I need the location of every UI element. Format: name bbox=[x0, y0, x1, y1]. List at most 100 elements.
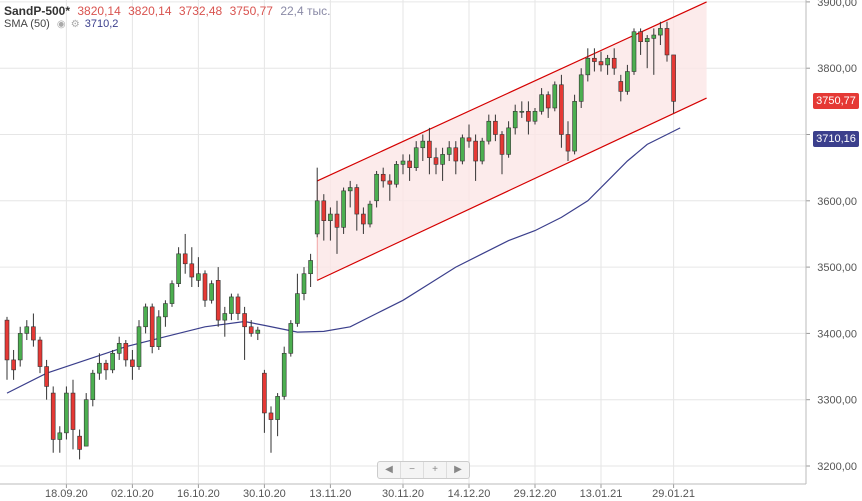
candle-body-up bbox=[328, 213, 333, 221]
candle bbox=[506, 121, 511, 158]
candle bbox=[288, 320, 294, 357]
y-tick-label: 3200,00 bbox=[817, 461, 857, 473]
open-value: 3820,14 bbox=[77, 4, 121, 18]
candle-body-up bbox=[24, 326, 30, 334]
candle-body-down bbox=[671, 54, 676, 102]
x-tick-label: 29.12.20 bbox=[514, 488, 557, 500]
candle bbox=[611, 48, 617, 75]
candle bbox=[222, 306, 228, 337]
x-tick-label: 02.10.20 bbox=[111, 488, 154, 500]
candle bbox=[413, 141, 419, 171]
candle-body-up bbox=[644, 38, 650, 42]
candle-body-up bbox=[651, 34, 657, 39]
symbol-label[interactable]: SandP-500* bbox=[4, 4, 71, 18]
candle-body-down bbox=[453, 147, 459, 162]
candle bbox=[427, 127, 432, 175]
candle bbox=[182, 233, 188, 274]
x-tick-label: 13.01.21 bbox=[580, 488, 623, 500]
candle-body-down bbox=[380, 173, 386, 182]
y-tick-label: 3400,00 bbox=[817, 328, 857, 340]
candle-body-down bbox=[618, 81, 624, 92]
x-tick-label: 30.10.20 bbox=[243, 488, 286, 500]
candle-body-up bbox=[222, 313, 228, 321]
x-tick-label: 16.10.20 bbox=[177, 488, 220, 500]
candle bbox=[301, 267, 307, 301]
candle-body-up bbox=[631, 31, 637, 72]
candle-body-up bbox=[90, 372, 96, 400]
candle-body-up bbox=[64, 392, 69, 434]
gear-icon[interactable]: ⚙ bbox=[70, 19, 80, 30]
candle-body-up bbox=[585, 57, 591, 76]
sma-value: 3710,2 bbox=[84, 18, 119, 30]
candle bbox=[44, 359, 49, 400]
zoom-in-button[interactable]: + bbox=[424, 462, 447, 478]
candle-body-up bbox=[539, 94, 544, 112]
candle-body-up bbox=[519, 110, 525, 113]
candle bbox=[37, 336, 43, 374]
candle bbox=[189, 247, 195, 287]
candle-body-up bbox=[83, 399, 89, 447]
candle bbox=[64, 386, 69, 440]
candle-body-down bbox=[248, 326, 254, 334]
candle bbox=[229, 293, 234, 321]
candle bbox=[644, 35, 650, 69]
candle-body-down bbox=[611, 57, 617, 69]
candle bbox=[578, 68, 584, 108]
y-tick-label: 3900,00 bbox=[817, 0, 857, 9]
candle bbox=[479, 137, 485, 165]
candle bbox=[314, 167, 320, 238]
candle bbox=[50, 386, 56, 453]
candle-body-up bbox=[110, 352, 115, 371]
candle-body-down bbox=[354, 187, 360, 215]
candle bbox=[116, 336, 122, 360]
y-tick-label: 3800,00 bbox=[817, 63, 857, 75]
candle-body-down bbox=[37, 339, 43, 367]
candle bbox=[671, 54, 676, 114]
sma-label[interactable]: SMA (50) bbox=[4, 18, 50, 30]
candle bbox=[473, 134, 478, 181]
candle-body-up bbox=[17, 333, 23, 361]
candle-body-up bbox=[163, 303, 168, 318]
candle bbox=[77, 429, 82, 460]
zoom-out-button[interactable]: − bbox=[401, 462, 424, 478]
candle-body-down bbox=[31, 326, 36, 341]
x-tick-label: 29.01.21 bbox=[652, 488, 695, 500]
candle bbox=[552, 81, 558, 112]
candle bbox=[24, 320, 30, 341]
candle-body-up bbox=[460, 137, 465, 162]
eye-icon[interactable]: ◉ bbox=[56, 19, 66, 30]
volume-value: 22,4 тыс. bbox=[280, 4, 331, 18]
candle-body-up bbox=[229, 296, 234, 314]
candle-body-up bbox=[341, 190, 346, 228]
candle bbox=[453, 141, 459, 175]
candle-body-down bbox=[50, 392, 56, 440]
candle-body-down bbox=[499, 134, 505, 155]
candle-body-down bbox=[189, 263, 195, 278]
candle-body-up bbox=[625, 71, 630, 92]
candle-body-up bbox=[288, 323, 294, 354]
candle-body-up bbox=[116, 343, 122, 354]
candle bbox=[295, 273, 300, 327]
candle-body-up bbox=[512, 110, 518, 129]
candle bbox=[499, 131, 505, 175]
candle-body-up bbox=[658, 28, 663, 36]
candle bbox=[631, 28, 637, 75]
candle bbox=[103, 359, 109, 380]
candle-body-up bbox=[367, 203, 373, 225]
candle-body-down bbox=[545, 94, 551, 109]
candle bbox=[407, 154, 412, 181]
x-tick-label: 18.09.20 bbox=[45, 488, 88, 500]
candle bbox=[11, 349, 16, 380]
scroll-right-button[interactable]: ▶ bbox=[454, 464, 462, 475]
scroll-left-button[interactable]: ◀ bbox=[378, 462, 401, 478]
candle bbox=[539, 88, 544, 115]
candle-body-up bbox=[209, 283, 214, 301]
candle bbox=[420, 134, 426, 162]
candle bbox=[57, 426, 63, 453]
candle bbox=[209, 280, 214, 304]
candle bbox=[466, 124, 472, 148]
candle-body-up bbox=[97, 362, 102, 374]
candle bbox=[545, 91, 551, 118]
